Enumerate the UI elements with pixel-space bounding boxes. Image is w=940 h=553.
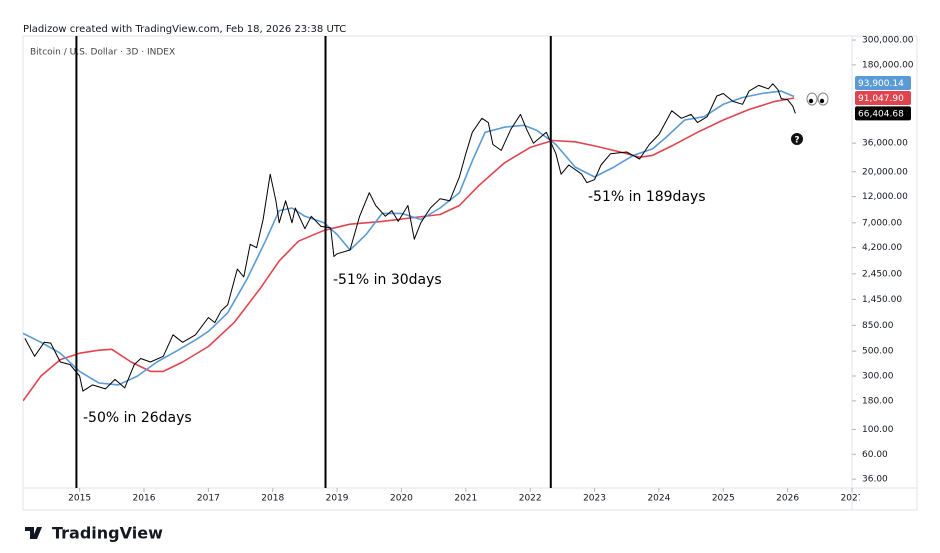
y-tick-label: 7,000.00 — [862, 218, 902, 228]
y-tick-label: 500.00 — [862, 347, 894, 357]
chart-title: Bitcoin / U.S. Dollar · 3D · INDEX — [30, 48, 175, 58]
price-line — [23, 97, 795, 402]
y-tick-label: 180.00 — [862, 396, 894, 406]
y-tick-label: 1,450.00 — [862, 295, 902, 305]
price-tag — [855, 76, 911, 91]
header: Pladizow created with TradingView.com, F… — [23, 24, 346, 35]
y-tick-label: 850.00 — [862, 321, 894, 331]
price-tag — [855, 91, 911, 106]
question-icon: ? — [791, 133, 803, 146]
y-tick-label: 2,450.00 — [862, 269, 902, 279]
price-tag-label: 93,900.14 — [858, 79, 904, 89]
price-tag-label: 91,047.90 — [858, 94, 904, 104]
y-tick-label: 100.00 — [862, 425, 894, 435]
annotation: -51% in 189days — [588, 189, 706, 205]
x-tick-label: 2027 — [841, 494, 864, 504]
x-tick-label: 2019 — [326, 494, 349, 504]
x-tick-label: 2018 — [261, 494, 284, 504]
y-tick-label: 60.00 — [862, 450, 888, 460]
y-tick-label: 36,000.00 — [862, 139, 908, 149]
x-tick-label: 2026 — [776, 494, 799, 504]
annotation: -51% in 30days — [333, 272, 442, 288]
x-tick-label: 2025 — [712, 494, 735, 504]
x-tick-label: 2015 — [68, 494, 91, 504]
frame — [22, 35, 918, 511]
price-tag-label: 66,404.68 — [858, 109, 904, 119]
y-tick-label: 180,000.00 — [862, 60, 914, 70]
price-line — [23, 90, 795, 386]
y-axis: 300,000.00 180,000.00 36,000.00 20,000.00 12… — [852, 36, 914, 485]
y-tick-label: 20,000.00 — [862, 167, 908, 177]
x-tick-label: 2016 — [133, 494, 156, 504]
x-tick-label: 2022 — [519, 494, 542, 504]
x-tick-label: 2021 — [454, 494, 477, 504]
svg-text:?: ? — [794, 136, 799, 146]
x-tick-label: 2017 — [197, 494, 220, 504]
logo: TradingView — [25, 524, 163, 543]
y-tick-label: 12,000.00 — [862, 192, 908, 202]
y-tick-label: 300,000.00 — [862, 36, 914, 46]
eyes-icon — [806, 92, 829, 106]
y-tick-label: 300.00 — [862, 372, 894, 382]
x-tick-label: 2020 — [390, 494, 413, 504]
y-tick-label: 36.00 — [862, 475, 888, 485]
x-tick-label: 2023 — [583, 494, 606, 504]
logo-text: TradingView — [52, 524, 163, 543]
plot — [23, 36, 796, 488]
annotation: -50% in 26days — [83, 410, 192, 426]
y-tick-label: 4,200.00 — [862, 243, 902, 253]
price-tag — [855, 106, 911, 121]
x-tick-label: 2024 — [647, 494, 670, 504]
price-line — [24, 83, 796, 392]
x-axis: 2015 2016 2017 2018 2019 2020 2021 2022 2023 2024… — [68, 488, 864, 504]
